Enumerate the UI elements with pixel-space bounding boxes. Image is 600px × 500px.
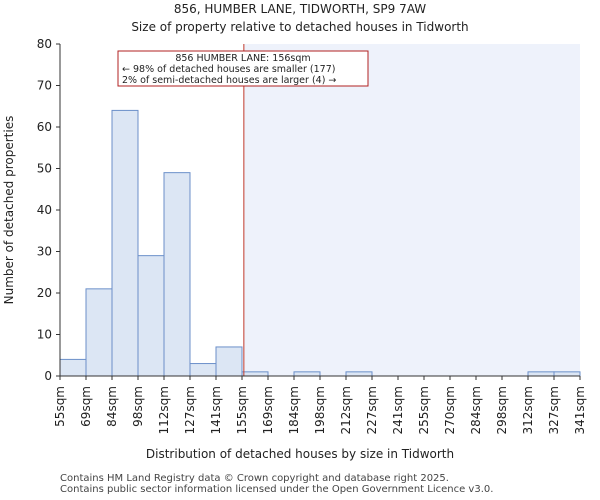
- x-tick-label: 141sqm: [209, 386, 223, 434]
- x-tick-label: 270sqm: [443, 386, 457, 434]
- x-tick-label: 184sqm: [287, 386, 301, 434]
- bar-155sqm: [241, 371, 269, 377]
- bar-112sqm: [163, 172, 191, 377]
- annotation-box: 856 HUMBER LANE: 156sqm ← 98% of detache…: [117, 50, 369, 87]
- y-tick-label: 50: [37, 162, 52, 176]
- bar-84sqm: [111, 109, 139, 377]
- x-tick-label: 284sqm: [469, 386, 483, 434]
- y-tick-label: 60: [37, 120, 52, 134]
- bars-group: [59, 109, 581, 377]
- bar-55sqm: [59, 358, 87, 377]
- x-tick-label: 84sqm: [105, 386, 119, 427]
- x-tick-label: 169sqm: [261, 386, 275, 434]
- bar-69sqm: [85, 288, 113, 377]
- y-tick-label: 80: [37, 37, 52, 51]
- annotation-line-2: ← 98% of detached houses are smaller (17…: [122, 64, 335, 75]
- x-tick-label: 98sqm: [131, 386, 145, 427]
- y-axis-label: Number of detached properties: [2, 116, 16, 305]
- y-tick-label: 40: [37, 203, 52, 217]
- x-tick-label: 127sqm: [183, 386, 197, 434]
- y-tick-label: 70: [37, 79, 52, 93]
- annotation-line-1: 856 HUMBER LANE: 156sqm: [175, 53, 310, 64]
- chart-subtitle: Size of property relative to detached ho…: [131, 20, 468, 34]
- x-tick-label: 155sqm: [235, 386, 249, 434]
- x-tick-label: 298sqm: [495, 386, 509, 434]
- footer-copyright: Contains HM Land Registry data © Crown c…: [60, 473, 449, 484]
- x-tick-label: 69sqm: [79, 386, 93, 427]
- y-tick-label: 20: [37, 286, 52, 300]
- x-tick-label: 255sqm: [417, 386, 431, 434]
- y-ticks-group: 0 10 20 30 40 50 60 70 80: [37, 37, 60, 383]
- x-tick-label: 327sqm: [547, 386, 561, 434]
- y-tick-label: 10: [37, 328, 52, 342]
- y-tick-label: 30: [37, 245, 52, 259]
- x-tick-label: 312sqm: [521, 386, 535, 434]
- footer-licence: Contains public sector information licen…: [60, 484, 494, 495]
- x-ticks-group: 55sqm 69sqm 84sqm 98sqm 112sqm 127sqm 141sqm 15…: [53, 376, 587, 434]
- chart-title: 856, HUMBER LANE, TIDWORTH, SP9 7AW: [174, 2, 426, 16]
- bar-141sqm: [215, 346, 243, 377]
- larger-houses-region: [243, 44, 580, 376]
- x-tick-label: 227sqm: [365, 386, 379, 434]
- bar-312sqm: [527, 371, 555, 377]
- y-tick-label: 0: [44, 369, 52, 383]
- x-tick-label: 55sqm: [53, 386, 67, 427]
- x-tick-label: 198sqm: [313, 386, 327, 434]
- annotation-line-3: 2% of semi-detached houses are larger (4…: [122, 75, 336, 86]
- x-tick-label: 112sqm: [157, 386, 171, 434]
- bar-184sqm: [293, 371, 321, 377]
- bar-127sqm: [189, 363, 217, 377]
- bar-98sqm: [137, 255, 165, 377]
- x-tick-label: 341sqm: [573, 386, 587, 434]
- bar-327sqm: [553, 371, 581, 377]
- annotation-border: [117, 50, 369, 87]
- bar-212sqm: [345, 371, 373, 377]
- x-tick-label: 241sqm: [391, 386, 405, 434]
- x-axis-label: Distribution of detached houses by size …: [146, 447, 454, 461]
- x-tick-label: 212sqm: [339, 386, 353, 434]
